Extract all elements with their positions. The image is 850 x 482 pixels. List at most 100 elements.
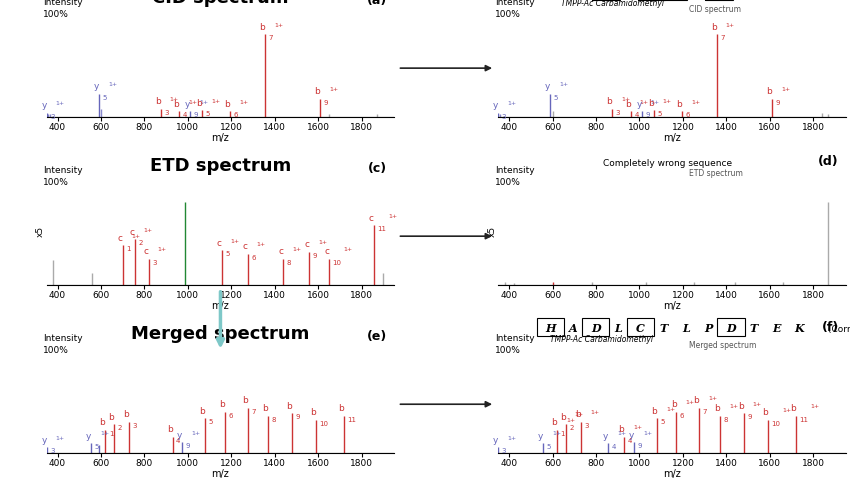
Text: b: b <box>714 404 720 414</box>
Text: 1+: 1+ <box>507 436 517 441</box>
Text: b: b <box>651 407 657 416</box>
Text: c: c <box>144 247 149 256</box>
Text: 1+: 1+ <box>274 23 283 27</box>
Text: x5: x5 <box>488 226 496 237</box>
Text: 5: 5 <box>657 111 661 117</box>
Text: b: b <box>762 408 768 417</box>
Text: 8: 8 <box>272 417 276 423</box>
Text: b: b <box>155 97 161 106</box>
Text: (e): (e) <box>367 330 388 343</box>
Text: 1+: 1+ <box>621 97 631 102</box>
Text: 8: 8 <box>287 259 292 266</box>
Text: 6: 6 <box>680 413 684 419</box>
Text: 5: 5 <box>660 419 665 425</box>
X-axis label: m/z: m/z <box>212 301 230 311</box>
Text: D: D <box>726 323 736 334</box>
Text: y: y <box>537 432 543 441</box>
Text: c: c <box>242 242 247 251</box>
Text: 1: 1 <box>560 431 565 437</box>
Text: 9: 9 <box>775 100 780 106</box>
Text: 1+: 1+ <box>56 101 65 106</box>
Text: y: y <box>637 100 642 109</box>
Text: 5: 5 <box>547 444 551 450</box>
Text: L: L <box>682 323 690 334</box>
Text: 11: 11 <box>377 227 386 232</box>
X-axis label: m/z: m/z <box>663 469 681 479</box>
Text: (d): (d) <box>819 155 839 168</box>
Text: 6: 6 <box>229 413 233 419</box>
Text: L: L <box>615 323 622 334</box>
Text: 1+: 1+ <box>191 430 201 436</box>
Text: 1+: 1+ <box>329 87 338 92</box>
Text: 1+: 1+ <box>292 247 302 252</box>
Text: y: y <box>86 432 91 441</box>
Text: b: b <box>263 404 269 414</box>
Text: 9: 9 <box>645 112 649 118</box>
Text: 5: 5 <box>94 444 99 450</box>
Text: b: b <box>219 400 224 409</box>
Text: 5: 5 <box>102 95 107 101</box>
Text: Intensity: Intensity <box>43 334 83 343</box>
Text: b: b <box>123 410 129 419</box>
Text: 1+: 1+ <box>566 418 575 423</box>
Text: y: y <box>493 101 498 110</box>
Text: Merged spectrum: Merged spectrum <box>131 325 309 343</box>
Text: 1+: 1+ <box>726 23 734 27</box>
Text: 1+: 1+ <box>782 408 791 413</box>
Text: CID spectrum: CID spectrum <box>152 0 289 7</box>
Text: 1+: 1+ <box>640 100 649 105</box>
Text: b: b <box>694 396 700 405</box>
Text: b: b <box>575 410 581 419</box>
Text: T: T <box>660 323 667 334</box>
Text: 1: 1 <box>126 246 131 252</box>
Text: 3: 3 <box>152 259 156 266</box>
Text: T: T <box>750 323 758 334</box>
Text: c: c <box>130 228 134 237</box>
Text: c: c <box>369 214 373 223</box>
Text: y: y <box>629 431 634 440</box>
Text: b: b <box>99 418 105 428</box>
Text: Merged spectrum: Merged spectrum <box>689 341 756 350</box>
Text: ETD spectrum: ETD spectrum <box>689 169 743 177</box>
Text: b: b <box>619 425 624 434</box>
Text: 1+: 1+ <box>651 100 660 105</box>
Text: b: b <box>671 400 677 409</box>
Text: 10: 10 <box>771 421 780 427</box>
Text: TMPP-Ac Carbamidomethyl: TMPP-Ac Carbamidomethyl <box>551 335 654 344</box>
Text: b: b <box>196 99 202 108</box>
Text: 1+: 1+ <box>230 239 240 243</box>
Text: Intensity: Intensity <box>43 166 83 174</box>
Text: y: y <box>94 82 99 91</box>
Text: ETD spectrum: ETD spectrum <box>150 157 291 174</box>
Text: 7: 7 <box>720 35 724 41</box>
Text: 9: 9 <box>296 415 300 420</box>
X-axis label: m/z: m/z <box>663 301 681 311</box>
Text: 1+: 1+ <box>158 247 167 252</box>
Text: 1+: 1+ <box>590 410 599 415</box>
Text: A: A <box>569 323 577 334</box>
Text: 11: 11 <box>348 417 357 423</box>
Text: b: b <box>676 100 682 109</box>
Text: 1+: 1+ <box>666 407 675 412</box>
Text: 1+: 1+ <box>691 100 700 105</box>
Text: 9: 9 <box>324 100 328 106</box>
Text: 1+: 1+ <box>708 396 717 401</box>
Text: 1+: 1+ <box>239 100 248 105</box>
Text: 1+: 1+ <box>343 247 353 252</box>
Text: b: b <box>560 413 565 422</box>
Text: 8: 8 <box>723 417 728 423</box>
Text: b: b <box>625 100 631 109</box>
Text: 1+: 1+ <box>559 82 569 87</box>
Text: 3: 3 <box>164 110 168 116</box>
Text: 2: 2 <box>570 425 574 431</box>
Text: 2: 2 <box>117 425 122 431</box>
Text: 1+: 1+ <box>728 404 738 409</box>
Text: b: b <box>286 402 292 411</box>
Text: 1+: 1+ <box>144 228 153 233</box>
Text: Intensity: Intensity <box>495 334 535 343</box>
Text: y: y <box>177 431 183 440</box>
Text: b: b <box>607 97 612 106</box>
Text: 6: 6 <box>251 254 256 261</box>
Text: b: b <box>738 402 744 411</box>
Text: b: b <box>173 100 179 109</box>
